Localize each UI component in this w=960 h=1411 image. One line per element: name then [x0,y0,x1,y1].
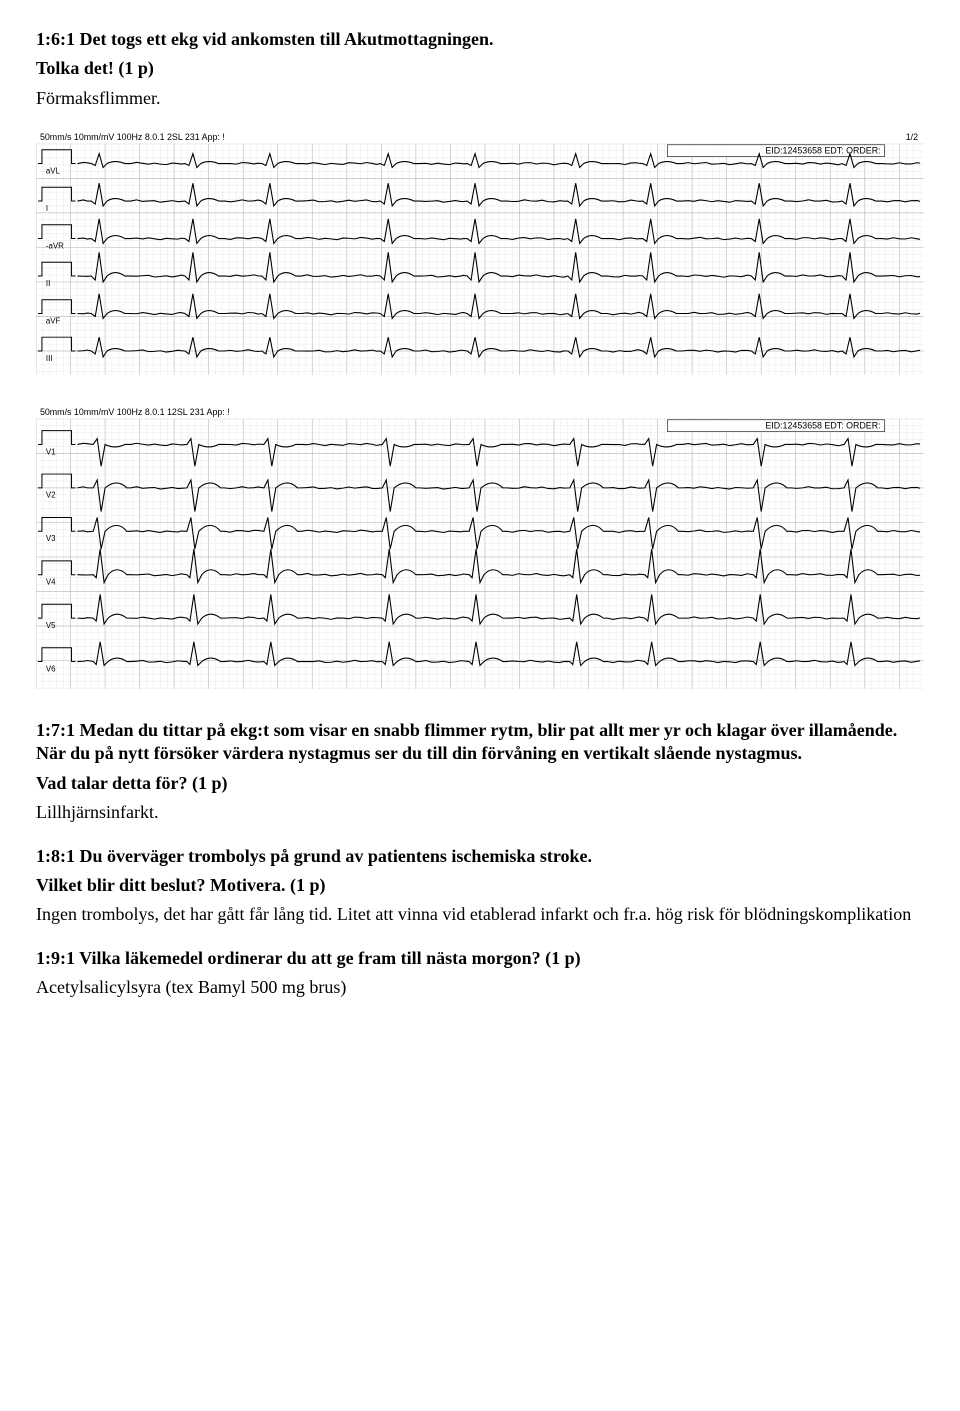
ekg1-svg: 50mm/s 10mm/mV 100Hz 8.0.1 2SL 231 App: … [36,130,924,377]
ekg-strip-1: 50mm/s 10mm/mV 100Hz 8.0.1 2SL 231 App: … [36,130,924,377]
ekg-strip-2: 50mm/s 10mm/mV 100Hz 8.0.1 12SL 231 App:… [36,405,924,691]
ekg2-svg: 50mm/s 10mm/mV 100Hz 8.0.1 12SL 231 App:… [36,405,924,691]
svg-text:1/2: 1/2 [906,132,918,142]
q191-heading: 1:9:1 Vilka läkemedel ordinerar du att g… [36,947,924,970]
q171-line2: Vad talar detta för? (1 p) [36,772,924,795]
question-181: 1:8:1 Du överväger trombolys på grund av… [36,845,924,927]
q181-line1: 1:8:1 Du överväger trombolys på grund av… [36,845,924,868]
question-171: 1:7:1 Medan du tittar på ekg:t som visar… [36,719,924,825]
svg-text:V5: V5 [46,621,56,630]
question-161: 1:6:1 Det togs ett ekg vid ankomsten til… [36,28,924,110]
svg-text:I: I [46,204,48,213]
svg-text:V4: V4 [46,577,56,586]
q161-line1: 1:6:1 Det togs ett ekg vid ankomsten til… [36,28,924,51]
svg-text:50mm/s 10mm/mV 100Hz 8.0: 50mm/s 10mm/mV 100Hz 8.0.1 12SL 231 App:… [40,407,230,417]
svg-text:aVL: aVL [46,167,61,176]
svg-text:V2: V2 [46,491,56,500]
question-191: 1:9:1 Vilka läkemedel ordinerar du att g… [36,947,924,1000]
svg-text:aVF: aVF [46,317,61,326]
svg-text:V6: V6 [46,664,56,673]
q181-answer: Ingen trombolys, det har gått får lång t… [36,903,924,926]
q171-text: 1:7:1 Medan du tittar på ekg:t som visar… [36,719,924,766]
q161-answer: Förmaksflimmer. [36,87,924,110]
q191-answer: Acetylsalicylsyra (tex Bamyl 500 mg brus… [36,976,924,999]
svg-text:-aVR: -aVR [46,242,64,251]
q161-line2: Tolka det! (1 p) [36,57,924,80]
svg-text:V3: V3 [46,534,56,543]
svg-text:V1: V1 [46,447,56,456]
svg-text:III: III [46,354,53,363]
q171-answer: Lillhjärnsinfarkt. [36,801,924,824]
svg-text:EID:12453658 EDT: ORDER:: EID:12453658 EDT: ORDER: [765,421,880,431]
svg-text:EID:12453658 EDT: ORDER:: EID:12453658 EDT: ORDER: [765,146,880,156]
svg-text:II: II [46,279,50,288]
q171-line1: 1:7:1 Medan du tittar på ekg:t som visar… [36,720,897,763]
q181-line2: Vilket blir ditt beslut? Motivera. (1 p) [36,874,924,897]
svg-text:50mm/s 10mm/mV 100Hz 8.0: 50mm/s 10mm/mV 100Hz 8.0.1 2SL 231 App: … [40,132,225,142]
